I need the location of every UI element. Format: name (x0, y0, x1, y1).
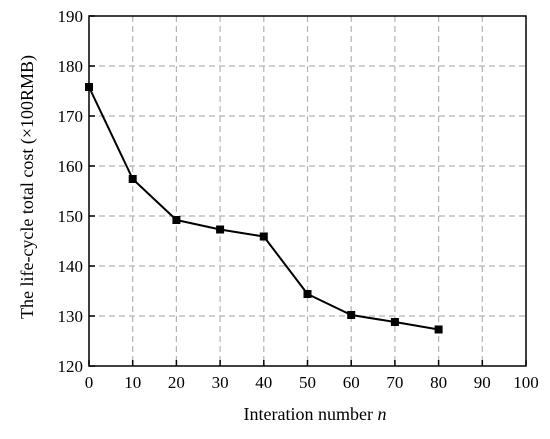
y-tick-label: 120 (58, 357, 84, 376)
data-point-marker (85, 83, 93, 91)
x-tick-label: 50 (299, 373, 316, 392)
x-tick-label: 40 (255, 373, 272, 392)
y-tick-label: 160 (58, 157, 84, 176)
x-axis-title-variable: n (377, 404, 386, 424)
x-tick-label: 60 (343, 373, 360, 392)
grid (89, 16, 526, 366)
y-tick-label: 130 (58, 307, 84, 326)
series-layer (85, 83, 443, 334)
y-tick-label: 140 (58, 257, 84, 276)
data-point-marker (128, 175, 137, 183)
y-tick-label: 190 (58, 7, 84, 26)
x-tick-label: 80 (430, 373, 447, 392)
y-axis-title: The life-cycle total cost (×100RMB) (17, 55, 38, 319)
x-axis-title: Interation number n (244, 404, 387, 424)
x-axis: 0 10 20 30 40 50 60 70 80 90 100 (85, 360, 539, 392)
data-point-marker (259, 232, 268, 241)
data-point-marker (303, 290, 312, 298)
x-tick-label: 100 (513, 373, 539, 392)
x-tick-label: 30 (212, 373, 229, 392)
data-point-marker (347, 311, 356, 319)
x-axis-title-text: Interation number (244, 404, 373, 424)
y-tick-label: 180 (58, 57, 84, 76)
x-tick-label: 90 (474, 373, 491, 392)
x-tick-label: 10 (124, 373, 141, 392)
x-tick-label: 20 (168, 373, 185, 392)
data-point-marker (434, 325, 443, 334)
y-tick-label: 150 (58, 207, 84, 226)
x-tick-label: 0 (85, 373, 94, 392)
data-point-marker (216, 225, 225, 234)
y-tick-label: 170 (58, 107, 84, 126)
data-point-marker (390, 318, 399, 326)
data-point-marker (172, 216, 181, 224)
y-axis: 120 130 140 150 160 170 180 190 (58, 7, 95, 376)
x-tick-label: 70 (386, 373, 403, 392)
